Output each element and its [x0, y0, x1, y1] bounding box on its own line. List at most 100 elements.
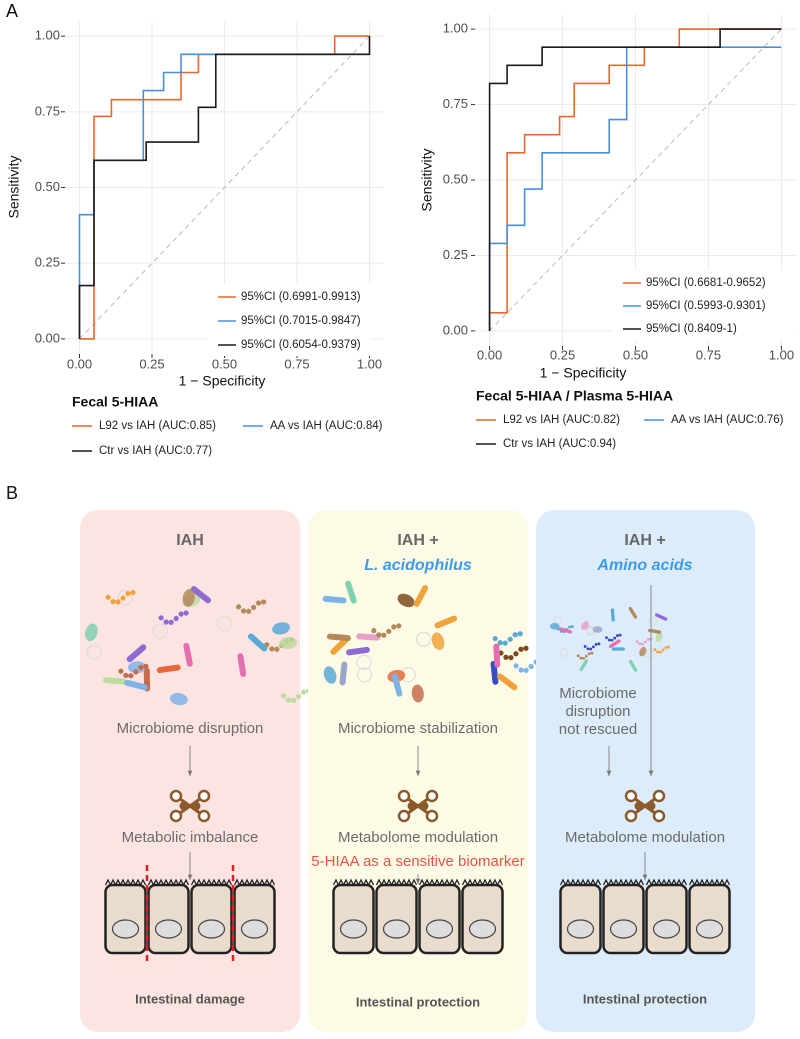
atom [624, 809, 638, 823]
bacterium [128, 661, 147, 674]
bacterium [330, 636, 350, 655]
roc-curve [79, 35, 370, 340]
bacterium [646, 638, 650, 641]
atom [425, 809, 439, 823]
bacterium [583, 645, 587, 648]
y-tick-label: 0.50 [35, 179, 60, 194]
microbiome-state: Microbiome [559, 685, 637, 702]
atom [179, 801, 189, 811]
legend-title: Fecal 5-HIAA / Plasma 5-HIAA [476, 388, 673, 404]
microvilli [332, 878, 375, 887]
nucleus [652, 919, 681, 939]
bacterium [518, 646, 524, 652]
bacterium [553, 615, 563, 625]
cell [688, 883, 731, 955]
cell [602, 883, 645, 955]
cell [104, 883, 147, 955]
bacterium [523, 667, 529, 673]
reference-diagonal [489, 28, 782, 332]
bacterium [610, 638, 614, 642]
microbiome-illustration [85, 586, 312, 706]
atom [197, 789, 211, 803]
metabolite-icon [397, 789, 439, 823]
bacterium [103, 677, 127, 685]
bacterium [274, 646, 280, 652]
bacterium [156, 664, 181, 674]
bacterium [128, 673, 134, 679]
bacterium [648, 616, 658, 626]
ci-legend-label: 95%CI (0.6991-0.9913) [241, 291, 361, 303]
atom [425, 789, 439, 803]
bacterium [279, 637, 298, 650]
bacterium [371, 628, 377, 634]
bacterium [610, 608, 615, 622]
atom [197, 809, 211, 823]
bacterium [123, 672, 129, 678]
bacterium [579, 659, 589, 671]
bacterium [597, 642, 601, 646]
bacterium [528, 663, 534, 670]
cell [461, 883, 504, 955]
microvilli [688, 878, 731, 887]
microvilli [461, 878, 504, 887]
atom [652, 789, 666, 803]
ci-legend-box [208, 284, 370, 356]
x-tick-label: 0.00 [477, 347, 502, 362]
bacterium [653, 648, 657, 652]
atom [407, 801, 417, 811]
microvilli [104, 878, 147, 887]
x-tick-label: 0.00 [67, 356, 92, 371]
y-axis-label: Sensitivity [6, 155, 22, 218]
y-tick-label: 0.25 [443, 247, 468, 262]
bacterium [613, 636, 617, 640]
microvilli [418, 878, 461, 887]
bacterium [286, 697, 292, 703]
bacterium [236, 604, 242, 610]
microvilli [233, 878, 276, 887]
bacterium [638, 642, 642, 646]
bacterium [356, 654, 372, 670]
bacterium [492, 635, 498, 642]
bacterium [124, 679, 148, 691]
panel-subtitle: L. acidophilus [364, 557, 472, 574]
bacterium [590, 651, 594, 655]
bacterium [493, 643, 501, 668]
bacterium [386, 628, 392, 634]
legend-label: L92 vs IAH (AUC:0.85) [99, 420, 216, 432]
bacterium [641, 642, 645, 646]
bacterium [502, 640, 508, 646]
y-tick-label: 0.75 [35, 103, 60, 118]
bacterium [431, 632, 445, 651]
bacterium [644, 640, 647, 644]
cell [147, 883, 190, 955]
legend-label: AA vs IAH (AUC:0.76) [671, 414, 784, 426]
bacterium [396, 623, 402, 629]
y-tick-label: 0.00 [35, 330, 60, 345]
nucleus [197, 919, 226, 939]
ci-legend-label: 95%CI (0.6681-0.9652) [646, 277, 766, 289]
microbiome-illustration [549, 606, 671, 672]
ci-legend-box [613, 270, 794, 340]
bacterium [667, 645, 671, 649]
bacterium [611, 647, 625, 651]
bacterium [138, 664, 144, 671]
bacterium [261, 599, 267, 605]
bacterium [508, 654, 514, 661]
bacterium [658, 650, 662, 654]
microbiome-illustration [322, 580, 544, 703]
bacterium [616, 634, 619, 638]
legend-label: Ctr vs IAH (AUC:0.77) [99, 445, 212, 457]
bacterium [497, 640, 503, 646]
panel-label: A [6, 1, 18, 21]
bacterium [523, 645, 529, 651]
roc-curve [488, 46, 782, 331]
nucleus [382, 919, 411, 939]
bacterium [120, 595, 126, 601]
outcome: Intestinal protection [583, 991, 707, 1006]
bacterium [589, 647, 593, 651]
ci-legend-label: 95%CI (0.8409-1) [646, 323, 737, 335]
microvilli [602, 878, 645, 887]
bacterium [381, 632, 387, 638]
nucleus [339, 919, 368, 939]
